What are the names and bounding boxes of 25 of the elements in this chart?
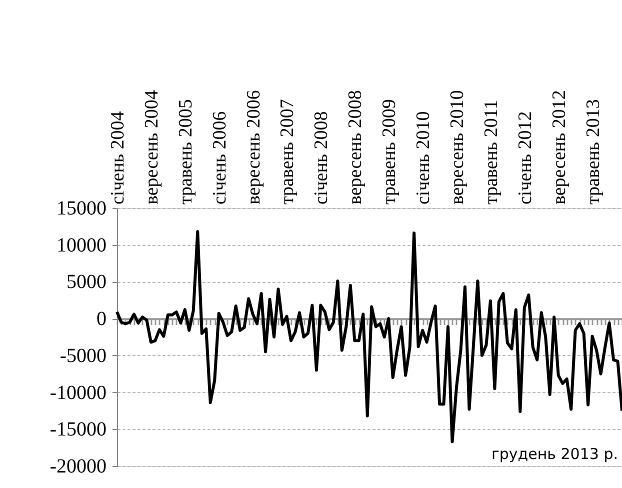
x-tick-label: вересень 2008 — [345, 90, 366, 204]
x-tick-label: травень 2007 — [277, 99, 298, 204]
y-tick-label: 15000 — [56, 198, 106, 220]
x-tick-label: січень 2008 — [311, 111, 332, 204]
x-tick-label: вересень 2006 — [243, 90, 264, 204]
y-tick-label: 0 — [96, 308, 106, 330]
y-tick-label: -5000 — [60, 344, 106, 367]
x-tick-label: вересень 2010 — [446, 90, 468, 204]
x-tick-label: січень 2010 — [413, 111, 434, 204]
y-tick-label: -15000 — [50, 418, 106, 441]
x-tick-label: січень 2004 — [108, 110, 128, 204]
line-series — [116, 230, 622, 444]
annotation: грудень 2013 р. — [491, 445, 618, 463]
x-tick-label: січень 2006 — [209, 111, 230, 204]
x-tick-label: вересень 2012 — [548, 90, 570, 204]
x-tick-label: січень 2012 — [514, 111, 536, 204]
y-tick-label: 5000 — [66, 271, 106, 294]
x-tick-label: травень 2009 — [379, 99, 400, 204]
x-tick-label: травень 2013 — [582, 99, 604, 204]
x-tick-label: травень 2011 — [480, 100, 502, 204]
y-tick-label: -20000 — [50, 456, 106, 478]
x-tick-label: травень 2005 — [175, 99, 196, 204]
x-tick-label: вересень 2004 — [141, 90, 162, 204]
y-tick-label: 10000 — [56, 234, 106, 256]
y-tick-label: -10000 — [50, 382, 106, 404]
